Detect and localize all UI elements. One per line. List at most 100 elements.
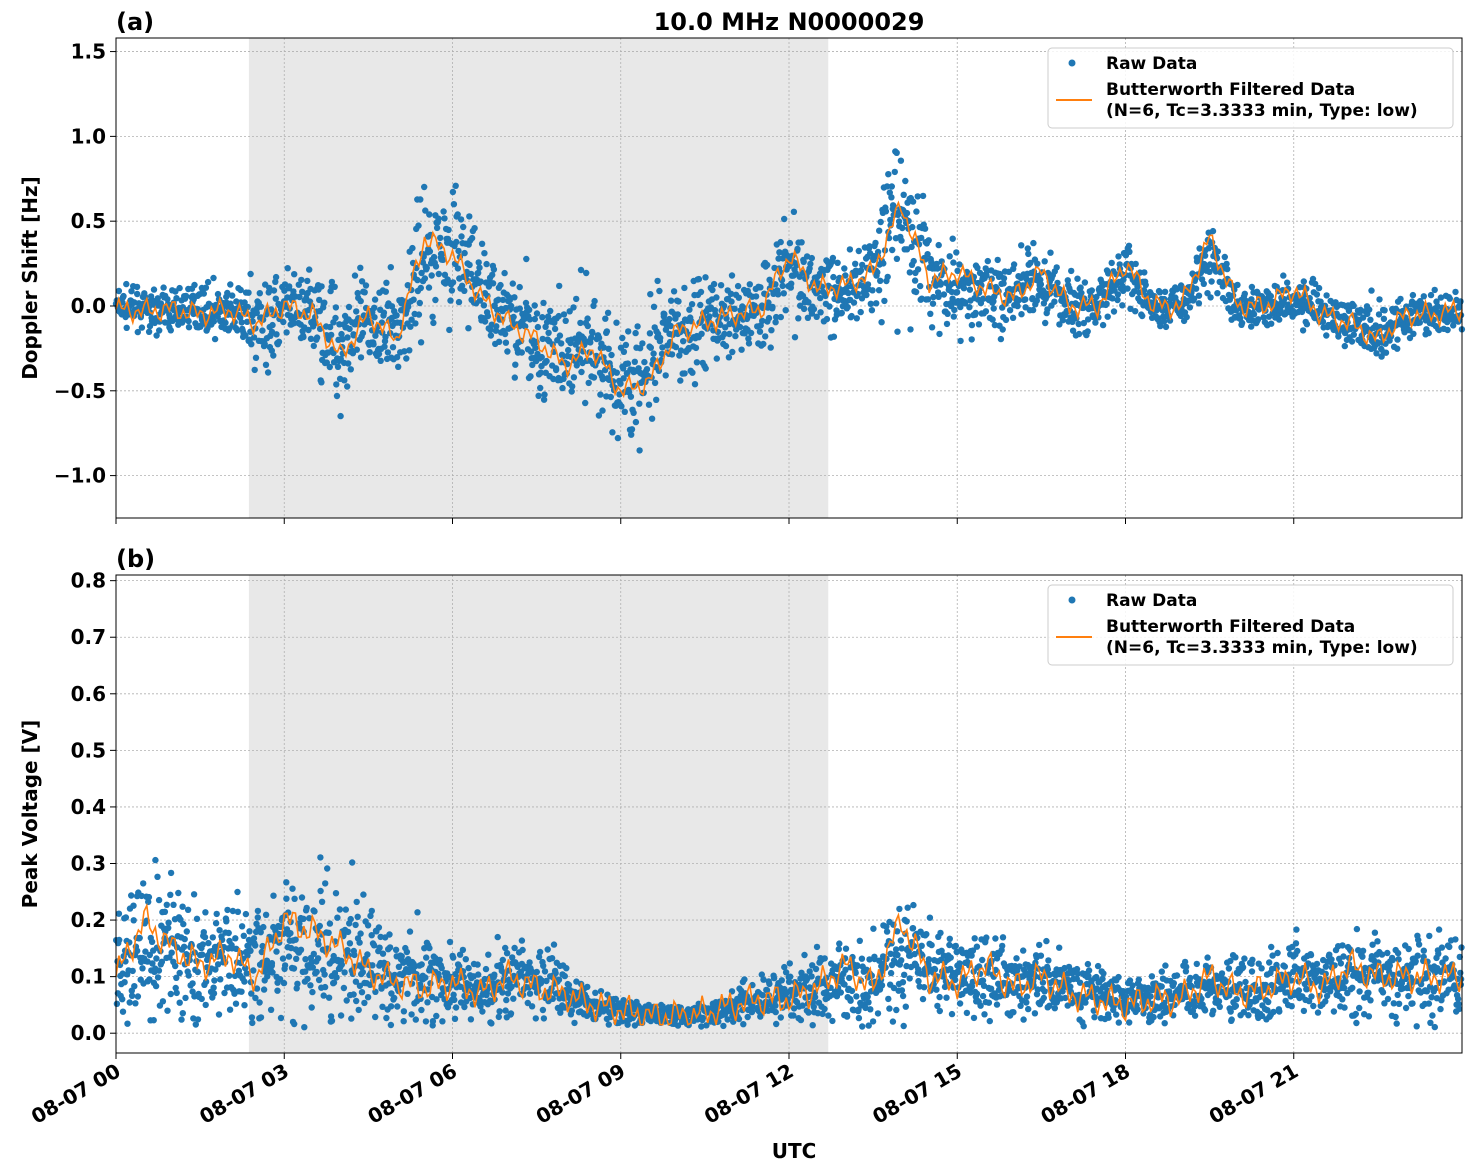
raw-data-point xyxy=(205,939,212,947)
raw-data-point xyxy=(614,434,622,442)
raw-data-point xyxy=(518,937,526,944)
raw-data-point xyxy=(735,294,742,301)
raw-data-point xyxy=(242,910,250,918)
raw-data-point xyxy=(1274,949,1281,957)
raw-data-point xyxy=(713,294,720,301)
raw-data-point xyxy=(345,360,352,367)
raw-data-point xyxy=(603,328,611,335)
raw-data-point xyxy=(893,149,900,156)
raw-data-point xyxy=(272,278,279,285)
raw-data-point xyxy=(650,356,657,363)
raw-data-point xyxy=(875,287,883,294)
raw-data-point xyxy=(433,224,441,232)
panel-a: −1.0−0.50.00.51.01.5 (a) 10.0 MHz N00000… xyxy=(18,8,1466,524)
raw-data-point xyxy=(666,315,673,323)
raw-data-point xyxy=(1300,1007,1308,1015)
raw-data-point xyxy=(1394,345,1401,352)
raw-data-point xyxy=(805,299,812,306)
raw-data-point xyxy=(448,287,456,294)
raw-data-point xyxy=(810,305,818,313)
raw-data-point xyxy=(244,303,251,311)
raw-data-point xyxy=(766,980,773,988)
raw-data-point xyxy=(164,296,171,303)
raw-data-point xyxy=(914,193,921,200)
raw-data-point xyxy=(189,980,196,987)
raw-data-point xyxy=(298,894,306,901)
raw-data-point xyxy=(1265,998,1272,1006)
raw-data-point xyxy=(511,294,518,301)
raw-data-point xyxy=(361,999,368,1007)
raw-data-point xyxy=(440,208,447,215)
raw-data-point xyxy=(1307,951,1315,959)
raw-data-point xyxy=(1127,305,1134,312)
raw-data-point xyxy=(728,298,735,305)
y-tick-label: 1.0 xyxy=(71,124,106,148)
raw-data-point xyxy=(182,994,189,1002)
raw-data-point xyxy=(752,293,760,300)
raw-data-point xyxy=(152,982,160,990)
raw-data-point xyxy=(351,272,359,279)
raw-data-point xyxy=(899,979,907,986)
raw-data-point xyxy=(165,924,172,932)
raw-data-point xyxy=(260,986,268,993)
raw-data-point xyxy=(358,278,366,285)
raw-data-point xyxy=(838,309,845,317)
raw-data-point xyxy=(1348,338,1356,345)
raw-data-point xyxy=(173,974,180,981)
raw-data-point xyxy=(376,944,383,951)
raw-data-point xyxy=(280,979,288,987)
raw-data-point xyxy=(246,928,253,935)
raw-data-point xyxy=(1119,302,1126,309)
raw-data-point xyxy=(909,198,917,205)
raw-data-point xyxy=(830,333,838,340)
raw-data-point xyxy=(808,254,815,262)
raw-data-point xyxy=(777,238,784,246)
raw-data-point xyxy=(270,892,277,899)
legend-label-filtered-params: (N=6, Tc=3.3333 min, Type: low) xyxy=(1106,101,1418,121)
raw-data-point xyxy=(1135,976,1143,983)
raw-data-point xyxy=(1437,294,1445,301)
raw-data-point xyxy=(1308,993,1315,1000)
raw-data-point xyxy=(266,284,273,292)
raw-data-point xyxy=(925,956,933,963)
raw-data-point xyxy=(233,945,240,952)
raw-data-point xyxy=(762,333,769,340)
raw-data-point xyxy=(1085,967,1093,974)
raw-data-point xyxy=(878,982,886,989)
raw-data-point xyxy=(426,944,433,952)
raw-data-point xyxy=(276,976,284,983)
raw-data-point xyxy=(533,968,540,976)
raw-data-point xyxy=(562,317,569,324)
raw-data-point xyxy=(512,361,519,368)
raw-data-point xyxy=(914,266,922,273)
raw-data-point xyxy=(968,321,976,329)
raw-data-point xyxy=(229,292,236,299)
raw-data-point xyxy=(1446,295,1454,302)
raw-data-point xyxy=(309,964,316,971)
raw-data-point xyxy=(489,271,496,279)
raw-data-point xyxy=(627,393,635,400)
raw-data-point xyxy=(947,954,954,961)
raw-data-point xyxy=(148,938,156,945)
raw-data-point xyxy=(1094,962,1102,970)
raw-data-point xyxy=(1195,292,1203,299)
raw-data-point xyxy=(999,934,1007,941)
raw-data-point xyxy=(204,278,212,286)
raw-data-point xyxy=(845,289,852,297)
raw-data-point xyxy=(1084,328,1091,335)
raw-data-point xyxy=(822,292,829,300)
raw-data-point xyxy=(1452,288,1459,296)
raw-data-point xyxy=(357,930,364,937)
y-axis-label: Doppler Shift [Hz] xyxy=(18,176,42,380)
raw-data-point xyxy=(1047,249,1054,256)
raw-data-point xyxy=(1192,285,1200,292)
raw-data-point xyxy=(782,307,789,314)
raw-data-point xyxy=(401,348,408,355)
raw-data-point xyxy=(723,315,730,322)
raw-data-point xyxy=(1042,319,1049,327)
raw-data-point xyxy=(1041,988,1048,995)
raw-data-point xyxy=(619,334,626,342)
raw-data-point xyxy=(956,261,963,268)
raw-data-point xyxy=(926,914,934,921)
raw-data-point xyxy=(961,300,969,307)
